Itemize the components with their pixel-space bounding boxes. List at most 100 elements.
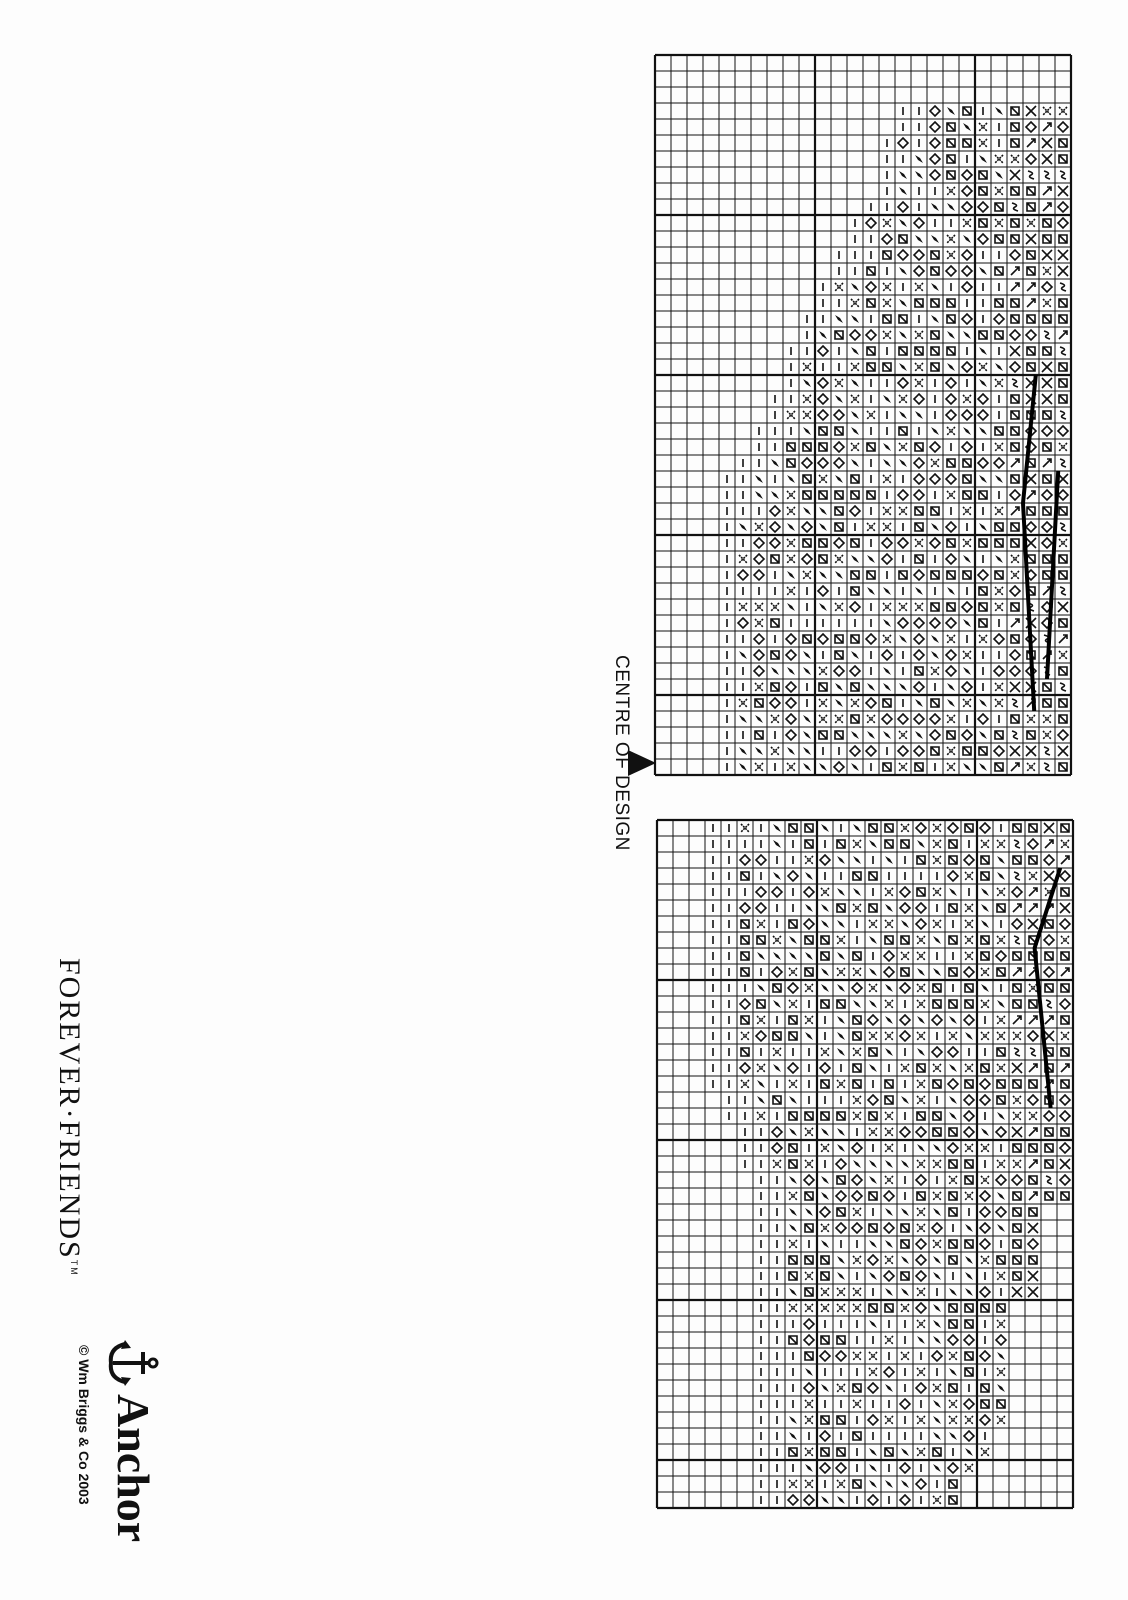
slashed-square-symbol [1042,506,1052,516]
slashed-square-symbol [1058,378,1068,388]
open-diamond-symbol [978,1093,992,1107]
open-diamond-symbol [898,1029,912,1043]
diamond-filled-symbol [947,587,955,595]
slashed-square-symbol [964,823,974,833]
diamond-filled-symbol [805,952,813,960]
open-diamond-symbol [912,264,926,278]
cross-symbol [900,1063,910,1073]
open-diamond-symbol [818,1429,832,1443]
cross-symbol [964,951,974,961]
slashed-square-symbol [1010,474,1020,484]
cross-symbol [804,855,814,865]
diamond-filled-symbol [997,1000,1005,1008]
diamond-filled-symbol [803,747,811,755]
slashed-square-symbol [1060,887,1070,897]
backstitch-x-symbol [1025,745,1037,757]
diamond-filled-symbol [885,1048,893,1056]
slashed-square-symbol [1058,714,1068,724]
diamond-filled-symbol [931,283,939,291]
open-diamond-symbol [786,981,800,995]
cross-symbol [914,378,924,388]
cross-symbol [930,666,940,676]
slashed-square-symbol [914,346,924,356]
diamond-filled-symbol [805,872,813,880]
open-diamond-symbol [944,408,958,422]
diamond-filled-symbol [979,379,987,387]
cross-symbol [994,186,1004,196]
slashed-square-symbol [834,490,844,500]
slashed-square-symbol [788,1159,798,1169]
cross-symbol [916,999,926,1009]
diamond-filled-symbol [883,395,891,403]
slashed-square-symbol [996,967,1006,977]
cross-symbol [946,234,956,244]
curl-symbol [1059,522,1067,532]
slashed-square-symbol [1010,426,1020,436]
slashed-square-symbol [948,839,958,849]
cross-symbol [868,983,878,993]
backstitch-x-symbol [1041,153,1053,165]
diamond-filled-symbol [931,523,939,531]
open-diamond-symbol [864,280,878,294]
cross-symbol [948,1351,958,1361]
open-diamond-symbol [1026,837,1040,851]
backstitch-x-symbol [1025,537,1037,549]
open-diamond-symbol [738,1061,752,1075]
diamond-filled-symbol [885,1160,893,1168]
cross-symbol [882,298,892,308]
diamond-filled-symbol [771,459,779,467]
backstitch-x-symbol [1059,902,1071,914]
cross-symbol [866,410,876,420]
diamond-filled-symbol [837,888,845,896]
open-diamond-symbol [928,104,942,118]
slashed-square-symbol [978,538,988,548]
open-diamond-symbol [912,216,926,230]
slashed-square-symbol [962,490,972,500]
open-diamond-symbol [962,1333,976,1347]
open-diamond-symbol [1024,120,1038,134]
backstitch-line [1020,374,1061,712]
diamond-filled-symbol [917,1016,925,1024]
open-diamond-symbol [978,1349,992,1363]
open-diamond-symbol [850,1173,864,1187]
diamond-filled-symbol [885,904,893,912]
curl-symbol [1011,378,1019,388]
cross-symbol [788,1191,798,1201]
diamond-filled-symbol [933,1320,941,1328]
slashed-square-symbol [788,1335,798,1345]
open-diamond-symbol [898,1397,912,1411]
diamond-filled-symbol [947,203,955,211]
open-diamond-symbol [914,917,928,931]
slashed-square-symbol [914,522,924,532]
arrow-ne-symbol [1042,186,1052,196]
cross-symbol [916,1367,926,1377]
cross-symbol [964,1063,974,1073]
slashed-square-symbol [948,1127,958,1137]
arrow-ne-symbol [1026,138,1036,148]
diamond-filled-symbol [933,1400,941,1408]
slashed-square-symbol [980,935,990,945]
open-diamond-symbol [802,1381,816,1395]
slashed-square-symbol [994,330,1004,340]
slashed-square-symbol [1026,346,1036,356]
diamond-filled-symbol [771,491,779,499]
slashed-square-symbol [996,1255,1006,1265]
diamond-filled-symbol [981,888,989,896]
cross-symbol [820,1047,830,1057]
open-diamond-symbol [930,1221,944,1235]
slashed-square-symbol [1060,1127,1070,1137]
cross-symbol [932,823,942,833]
diamond-filled-symbol [963,619,971,627]
slashed-square-symbol [852,1015,862,1025]
diamond-filled-symbol [883,683,891,691]
slashed-square-symbol [996,1047,1006,1057]
open-diamond-symbol [914,821,928,835]
open-diamond-symbol [754,885,768,899]
backstitch-x-symbol [1043,822,1055,834]
slashed-square-symbol [1058,762,1068,772]
cross-symbol [820,1143,830,1153]
cross-symbol [996,839,1006,849]
slashed-square-symbol [802,538,812,548]
slashed-square-symbol [820,951,830,961]
arrow-ne-symbol [1060,967,1070,977]
